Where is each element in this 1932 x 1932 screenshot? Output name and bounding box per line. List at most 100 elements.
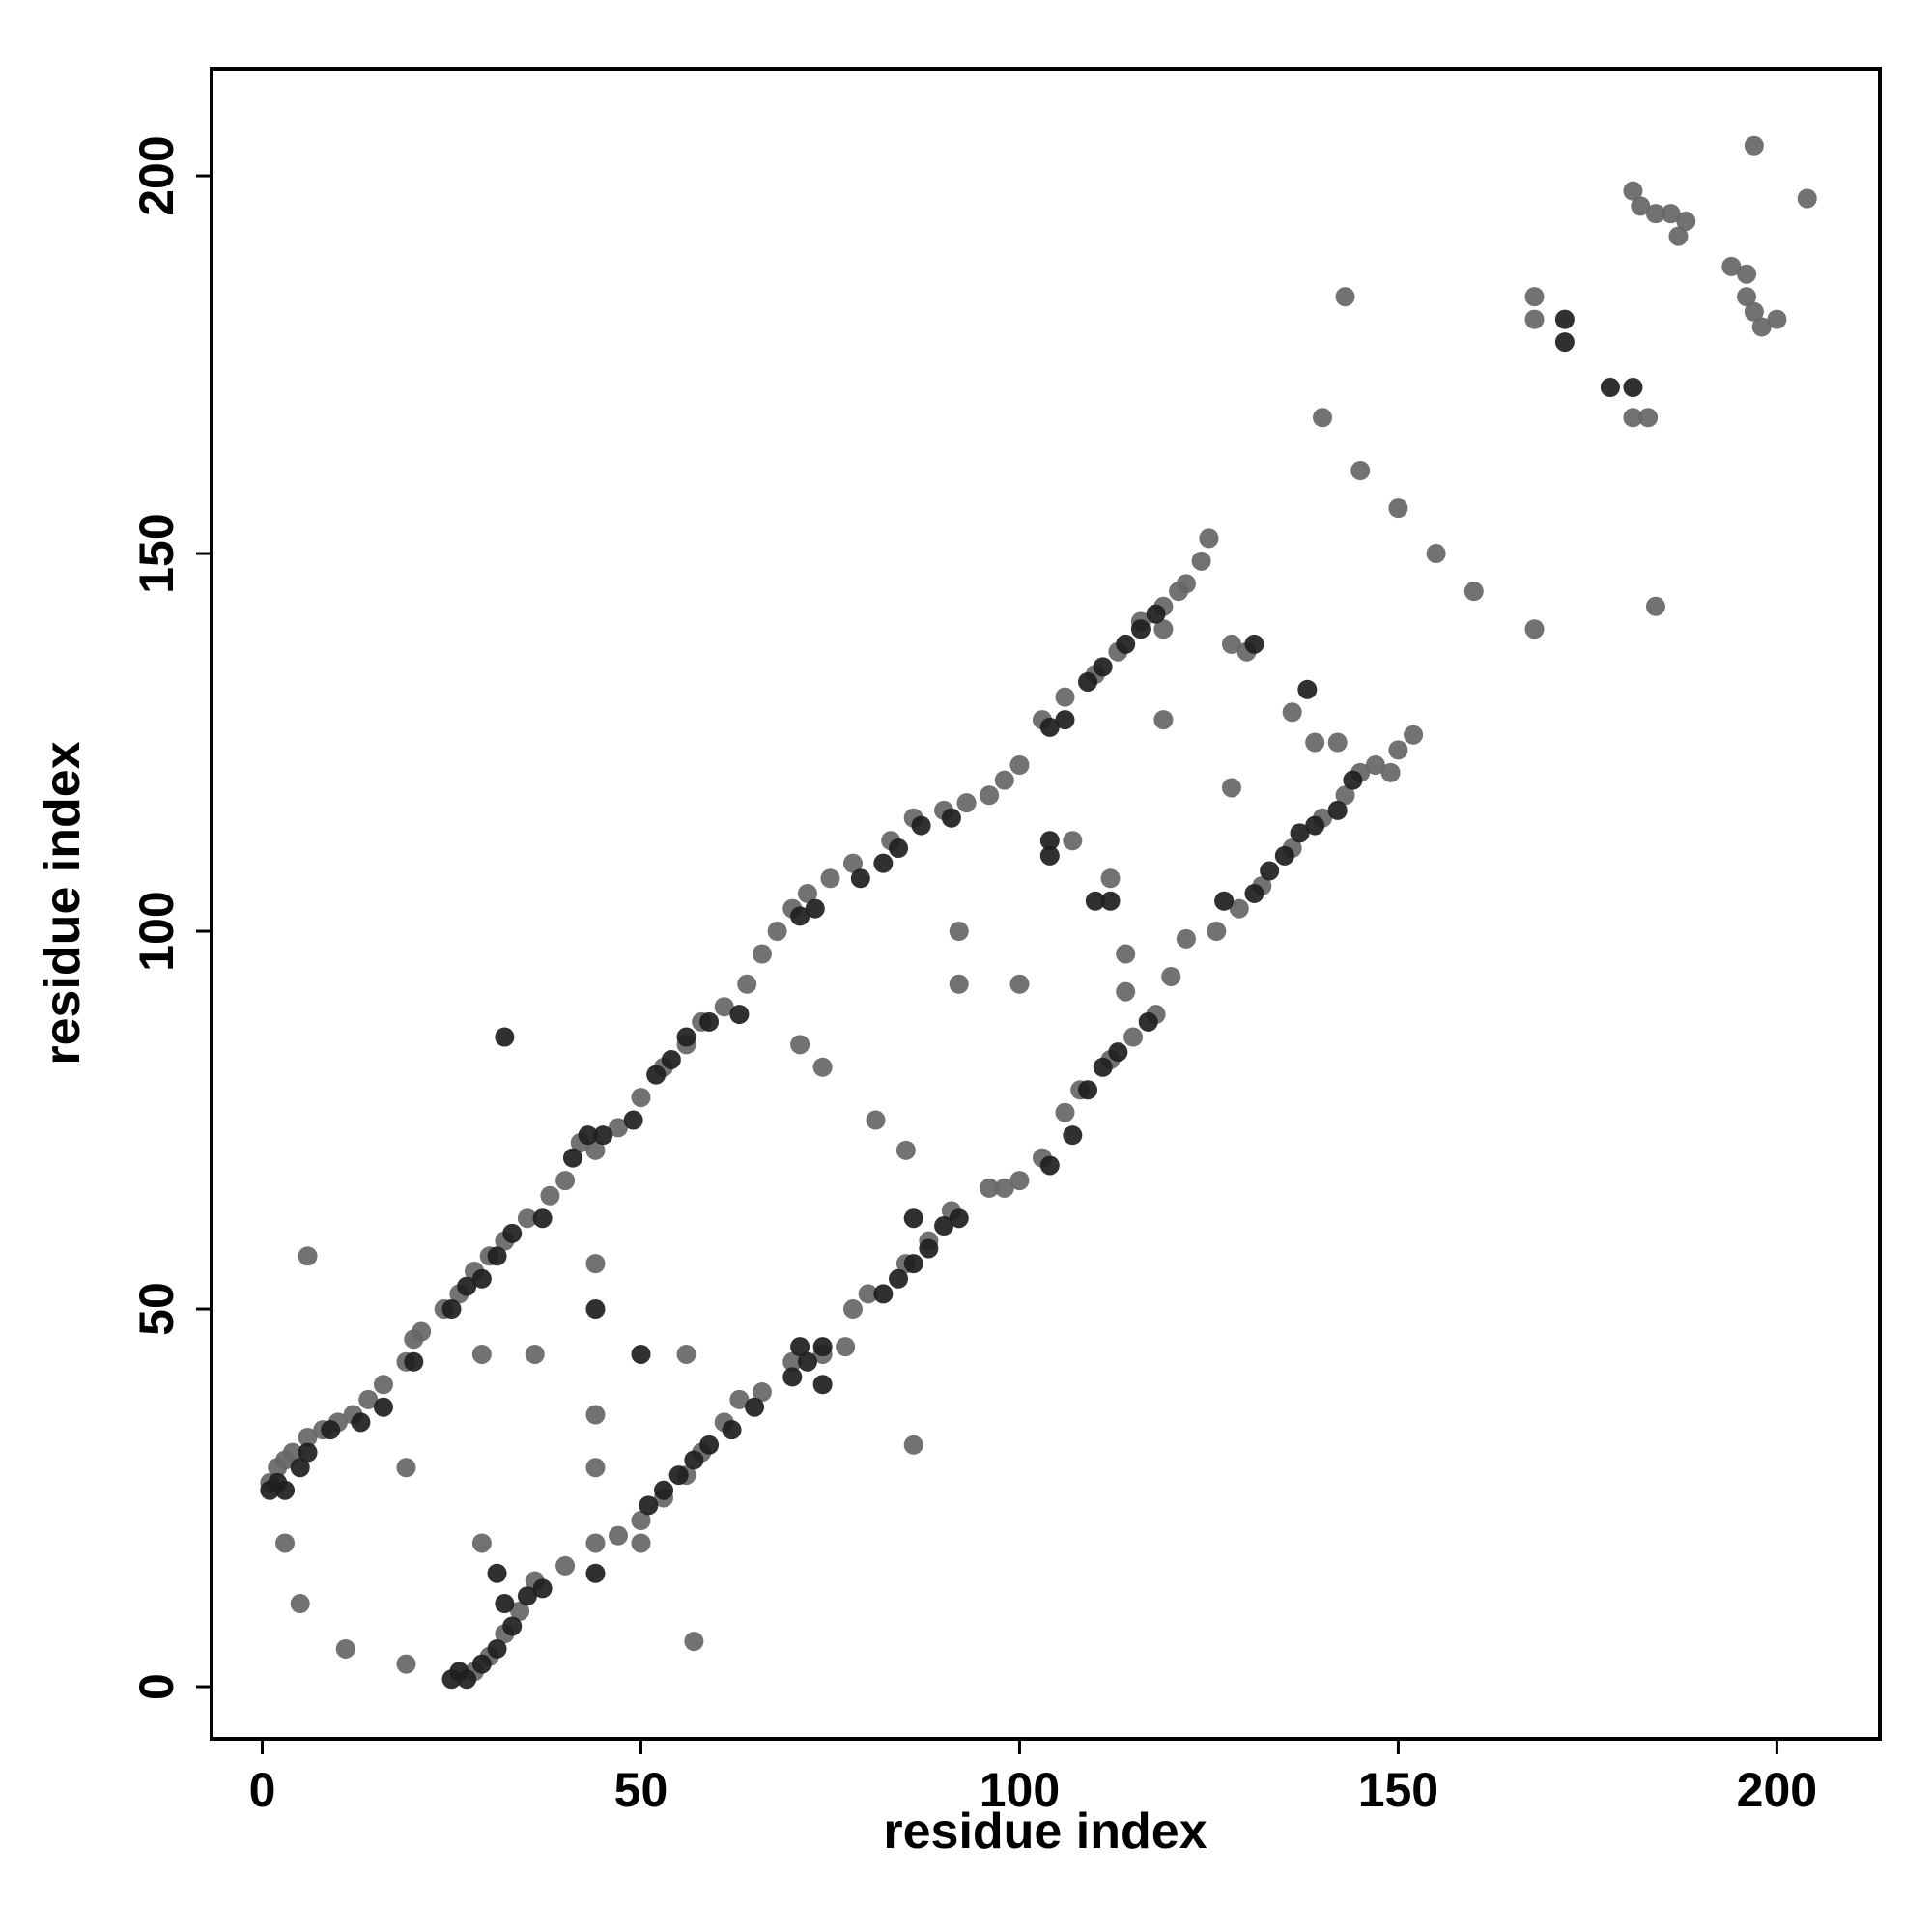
point (623, 1110, 643, 1130)
point (1388, 498, 1408, 519)
point (585, 1405, 606, 1425)
point (934, 1216, 954, 1236)
y-tick-label: 150 (129, 513, 184, 593)
point (1463, 582, 1484, 602)
point (585, 1254, 606, 1274)
point (654, 1480, 674, 1500)
point (752, 944, 772, 964)
point (790, 906, 810, 926)
point (949, 922, 969, 942)
point (1244, 883, 1264, 903)
point (1116, 981, 1136, 1002)
point (373, 1397, 393, 1417)
point (495, 1594, 515, 1614)
x-tick-label: 100 (980, 1763, 1060, 1817)
point (298, 1442, 318, 1463)
point (699, 1435, 720, 1455)
point (1751, 317, 1772, 337)
point (1350, 461, 1371, 481)
point (1554, 309, 1575, 329)
point (1176, 574, 1196, 594)
point (1638, 408, 1659, 428)
point (1380, 762, 1401, 782)
point (1009, 1171, 1030, 1191)
point (373, 1375, 393, 1395)
point (820, 868, 840, 889)
point (1623, 408, 1643, 428)
point (1123, 1027, 1144, 1047)
point (396, 1458, 416, 1478)
point (646, 1065, 667, 1085)
point (729, 1005, 750, 1025)
point (790, 1035, 810, 1055)
point (889, 838, 909, 859)
point (1426, 544, 1446, 564)
point (487, 1563, 507, 1583)
point (1661, 204, 1681, 224)
point (290, 1594, 310, 1614)
point (275, 1480, 296, 1500)
point (994, 1178, 1014, 1198)
point (404, 1351, 424, 1372)
point (873, 853, 894, 873)
point (1524, 287, 1545, 307)
point (510, 1601, 530, 1621)
point (1078, 1080, 1098, 1100)
point (457, 1669, 477, 1690)
y-tick-label: 100 (129, 891, 184, 971)
point (1797, 188, 1817, 209)
point (1116, 944, 1136, 964)
point (1153, 710, 1174, 730)
point (1093, 1057, 1113, 1077)
point (555, 1555, 576, 1576)
point (980, 785, 1000, 806)
point (1668, 226, 1689, 246)
point (487, 1246, 507, 1266)
point (1305, 815, 1325, 836)
point (585, 1458, 606, 1478)
point (585, 1533, 606, 1553)
point (949, 1208, 969, 1229)
point (1214, 891, 1235, 911)
point (1600, 378, 1620, 398)
point (1199, 528, 1219, 549)
point (593, 1125, 613, 1146)
point (1207, 922, 1227, 942)
point (767, 922, 787, 942)
point (903, 1435, 923, 1455)
point (631, 1088, 651, 1108)
point (471, 1268, 492, 1289)
point (895, 1140, 916, 1160)
point (335, 1638, 355, 1659)
point (889, 1268, 909, 1289)
point (1290, 823, 1310, 843)
point (812, 1057, 833, 1077)
point (1229, 898, 1249, 919)
point (1343, 770, 1363, 790)
point (1093, 657, 1113, 677)
point (471, 1533, 492, 1553)
point (290, 1458, 310, 1478)
point (1623, 378, 1643, 398)
point (1138, 1011, 1158, 1032)
point (903, 1254, 923, 1274)
point (282, 1442, 302, 1463)
x-tick-label: 150 (1358, 1763, 1438, 1817)
point (1039, 845, 1060, 866)
point (903, 1208, 923, 1229)
point (661, 1049, 681, 1069)
point (836, 1337, 856, 1357)
point (850, 868, 870, 889)
point (517, 1586, 537, 1606)
point (1039, 717, 1060, 737)
point (1009, 755, 1030, 776)
point (1737, 287, 1757, 307)
point (714, 997, 734, 1017)
point (1221, 634, 1241, 654)
point (866, 1110, 886, 1130)
point (1631, 196, 1651, 216)
point (298, 1427, 318, 1447)
point (1623, 181, 1643, 201)
point (1365, 755, 1385, 776)
point (555, 1171, 576, 1191)
